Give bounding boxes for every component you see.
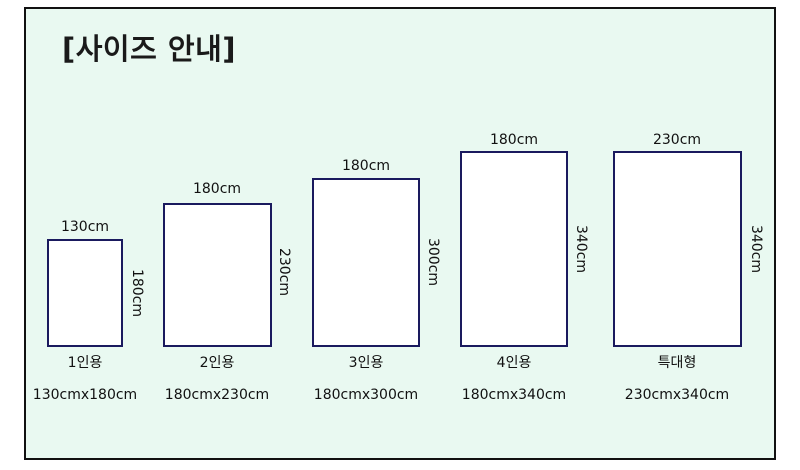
size-spec-4: 180cmx340cm bbox=[461, 387, 567, 403]
size-box-2 bbox=[163, 203, 272, 347]
size-name-1: 1인용 bbox=[67, 355, 103, 371]
width-label-2: 180cm bbox=[192, 181, 242, 197]
height-label-3: 300cm bbox=[425, 237, 441, 287]
width-label-4: 180cm bbox=[489, 132, 539, 148]
size-box-5 bbox=[613, 151, 742, 347]
size-spec-5: 230cmx340cm bbox=[624, 387, 730, 403]
height-label-2: 230cm bbox=[276, 247, 292, 297]
height-label-1: 180cm bbox=[129, 268, 145, 318]
height-label-5: 340cm bbox=[748, 224, 764, 274]
width-label-1: 130cm bbox=[60, 219, 110, 235]
width-label-3: 180cm bbox=[341, 158, 391, 174]
size-name-4: 4인용 bbox=[496, 355, 532, 371]
size-box-4 bbox=[460, 151, 568, 347]
height-label-4: 340cm bbox=[573, 224, 589, 274]
page-title: [사이즈 안내] bbox=[62, 32, 237, 66]
size-name-3: 3인용 bbox=[348, 355, 384, 371]
size-spec-2: 180cmx230cm bbox=[164, 387, 270, 403]
size-spec-3: 180cmx300cm bbox=[313, 387, 419, 403]
size-name-2: 2인용 bbox=[199, 355, 235, 371]
width-label-5: 230cm bbox=[652, 132, 702, 148]
size-spec-1: 130cmx180cm bbox=[32, 387, 138, 403]
size-box-1 bbox=[47, 239, 123, 347]
size-name-5: 특대형 bbox=[657, 355, 697, 371]
size-box-3 bbox=[312, 178, 420, 347]
